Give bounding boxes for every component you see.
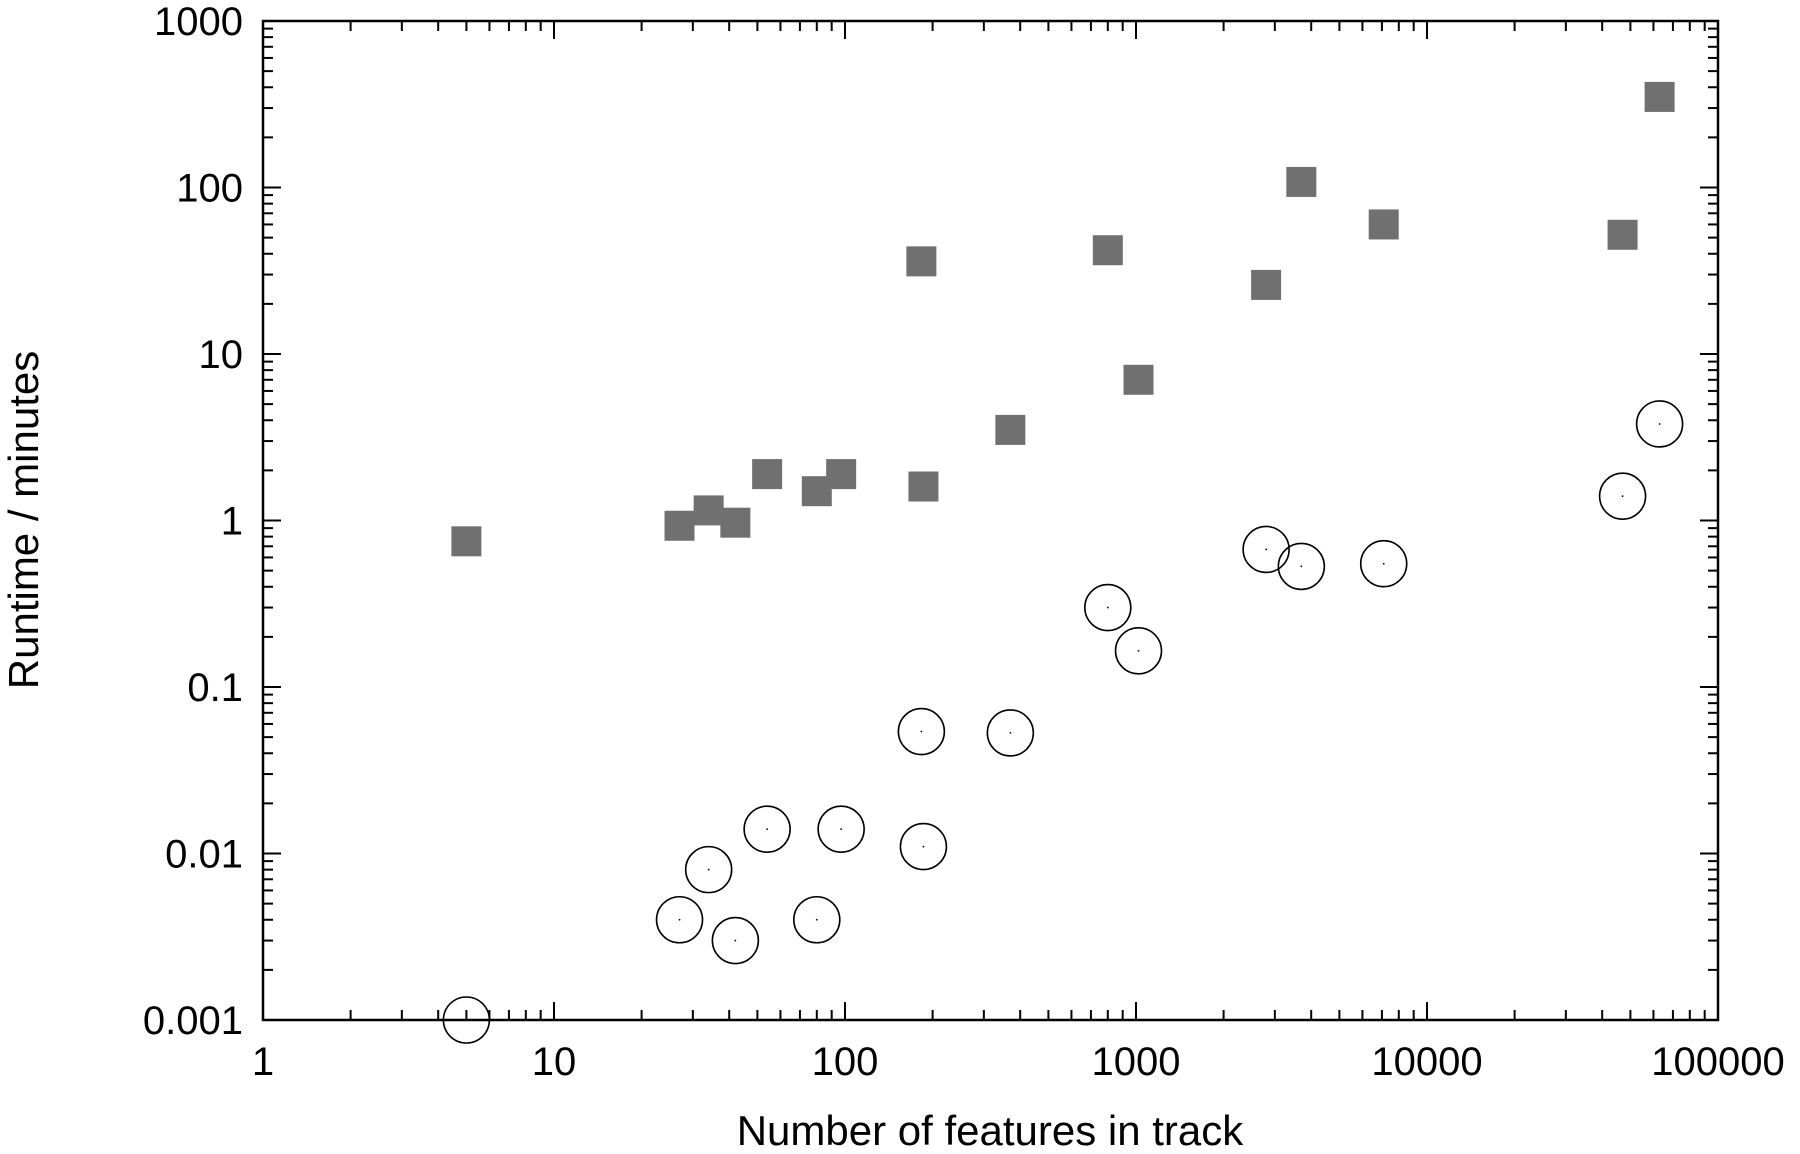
circle-marker-center xyxy=(1106,606,1109,609)
y-axis-label: Runtime / minutes xyxy=(0,351,47,689)
circle-marker-center xyxy=(1009,732,1012,734)
circle-marker xyxy=(897,707,946,756)
square-marker xyxy=(1092,235,1123,266)
y-axis-tick-labels: 0.001 0.01 0.1 1 10 100 1000 xyxy=(143,0,243,1043)
y-tick-label: 1 xyxy=(221,500,243,544)
circle-marker xyxy=(1242,525,1290,574)
square-marker xyxy=(1644,81,1675,112)
circle-marker-center xyxy=(678,918,681,921)
square-marker xyxy=(908,471,939,502)
x-axis-label: Number of features in track xyxy=(737,1107,1245,1154)
circle-marker-center xyxy=(1137,649,1140,652)
x-tick-label: 100 xyxy=(812,1040,879,1084)
circle-marker-center xyxy=(1621,495,1624,498)
series-circles xyxy=(442,400,1684,1044)
y-tick-label: 1000 xyxy=(154,0,243,44)
y-tick-label: 0.01 xyxy=(165,833,243,877)
square-marker xyxy=(1607,219,1638,250)
circle-marker xyxy=(655,895,704,944)
circle-marker xyxy=(1635,400,1684,448)
circle-marker-center xyxy=(920,730,923,733)
y-tick-label: 0.001 xyxy=(143,999,243,1043)
circle-marker-center xyxy=(1382,562,1385,565)
square-marker xyxy=(1251,269,1282,300)
circle-marker xyxy=(986,709,1035,757)
plot-area xyxy=(261,19,1720,1022)
circle-marker-center xyxy=(1300,565,1303,568)
x-axis-tick-labels: 1 10 100 1000 10000 100000 xyxy=(252,1040,1785,1084)
x-tick-label: 100000 xyxy=(1651,1040,1784,1084)
circle-marker-center xyxy=(922,845,925,848)
square-marker xyxy=(826,459,857,490)
circle-marker xyxy=(1114,626,1163,675)
y-tick-label: 100 xyxy=(176,167,243,211)
circle-marker-center xyxy=(707,868,710,871)
series-squares xyxy=(451,81,1675,557)
circle-marker xyxy=(899,822,948,871)
square-marker xyxy=(752,459,783,490)
circle-marker xyxy=(1277,542,1326,591)
circle-marker-center xyxy=(840,828,843,831)
y-axis-ticks xyxy=(263,27,1718,1021)
circle-marker-center xyxy=(1265,548,1268,551)
y-tick-label: 0.1 xyxy=(187,666,243,710)
square-marker xyxy=(451,526,482,557)
circle-marker-center xyxy=(1658,423,1661,425)
y-tick-label: 10 xyxy=(199,333,244,377)
square-marker xyxy=(693,495,724,526)
circle-marker xyxy=(743,805,791,853)
circle-marker-center xyxy=(734,939,737,942)
circle-marker xyxy=(684,845,733,894)
square-marker xyxy=(1123,364,1154,395)
square-marker xyxy=(906,246,937,277)
circle-marker xyxy=(792,895,841,944)
circle-marker-center xyxy=(815,918,818,921)
circle-marker xyxy=(817,805,865,853)
circle-marker xyxy=(1598,472,1647,520)
circle-marker xyxy=(1359,539,1408,588)
x-tick-label: 10 xyxy=(532,1040,577,1084)
square-marker xyxy=(664,510,695,541)
x-tick-label: 1000 xyxy=(1092,1040,1181,1084)
circle-marker-center xyxy=(465,1019,468,1021)
circle-marker xyxy=(711,916,760,965)
square-marker xyxy=(1286,166,1317,197)
square-marker xyxy=(1368,209,1399,240)
x-axis-ticks xyxy=(262,21,1719,1020)
circle-marker xyxy=(442,996,491,1044)
x-tick-label: 10000 xyxy=(1371,1040,1482,1084)
circle-marker xyxy=(1083,583,1132,632)
square-marker xyxy=(720,507,751,538)
circle-marker-center xyxy=(766,828,769,831)
x-tick-label: 1 xyxy=(252,1040,274,1084)
square-marker xyxy=(995,414,1026,445)
